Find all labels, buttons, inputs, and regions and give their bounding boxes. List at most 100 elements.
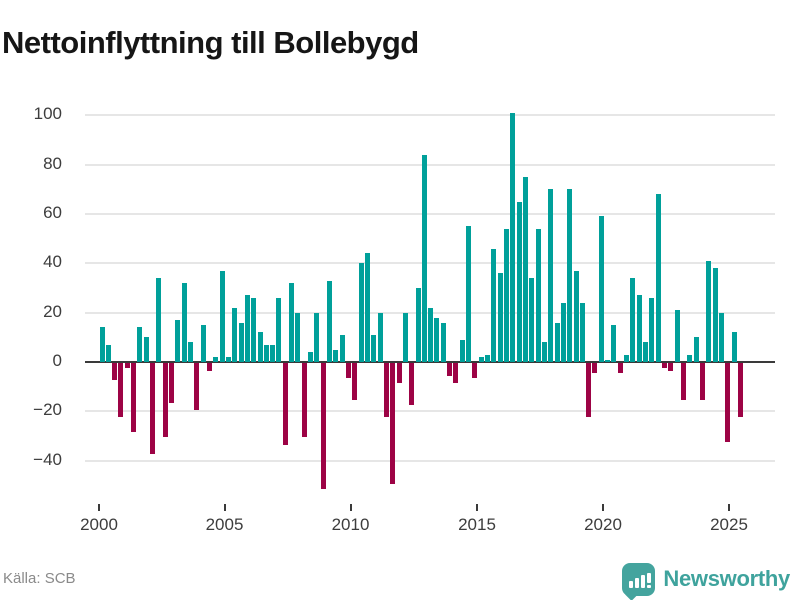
bar-2025q2 — [737, 363, 743, 418]
bar-2017q3 — [541, 342, 547, 362]
bar-2018q3 — [567, 189, 573, 362]
bar-2010q1 — [352, 363, 358, 401]
bar-2011q4 — [396, 363, 402, 383]
bar-2001q3 — [137, 327, 143, 362]
bar-2014q2 — [459, 339, 465, 362]
bar-2006q1 — [251, 297, 257, 362]
bar-2003q1 — [175, 320, 181, 362]
bar-2005q4 — [244, 295, 250, 362]
bar-2007q4 — [295, 312, 301, 362]
bar-2022q1 — [655, 194, 661, 362]
bar-2013q1 — [428, 307, 434, 362]
y-axis-label: −20 — [33, 400, 62, 420]
bar-2004q2 — [206, 363, 212, 371]
bar-2007q3 — [289, 283, 295, 362]
x-axis-label: 2010 — [331, 515, 370, 534]
bar-2010q4 — [371, 334, 377, 362]
y-axis-label: −40 — [33, 449, 62, 469]
bar-2017q1 — [529, 278, 535, 362]
bar-2009q2 — [333, 349, 339, 362]
gridline — [85, 114, 775, 117]
x-axis-label: 2025 — [710, 515, 748, 534]
bar-2005q1 — [225, 357, 231, 362]
bar-2024q4 — [725, 363, 731, 443]
bar-2020q4 — [624, 354, 630, 362]
x-axis-tick — [476, 504, 478, 511]
newsworthy-logo[interactable]: Newsworthy — [622, 560, 790, 600]
bar-2000q4 — [118, 363, 124, 418]
newsworthy-wordmark: Newsworthy — [663, 566, 790, 591]
newsworthy-bubble-chart-icon — [622, 562, 656, 600]
bar-2005q3 — [238, 322, 244, 362]
bar-2019q1 — [579, 302, 585, 362]
bar-2015q2 — [485, 354, 491, 362]
bar-2007q2 — [282, 363, 288, 445]
bar-2016q2 — [510, 112, 516, 362]
bar-2022q4 — [674, 310, 680, 362]
gridline — [85, 212, 775, 215]
bar-2023q2 — [687, 354, 693, 362]
bar-2014q3 — [466, 226, 472, 362]
bar-2021q2 — [636, 295, 642, 362]
bar-2006q2 — [257, 332, 263, 362]
bar-2006q4 — [270, 344, 276, 362]
gridline — [85, 459, 775, 462]
bar-2003q4 — [194, 363, 200, 411]
bar-2014q1 — [453, 363, 459, 383]
bar-2009q3 — [339, 334, 345, 362]
bar-2003q2 — [181, 283, 187, 362]
bar-2024q2 — [712, 268, 718, 362]
bar-2016q4 — [522, 176, 528, 362]
y-axis-label: 40 — [43, 252, 62, 272]
bar-2019q2 — [586, 363, 592, 418]
bar-2024q3 — [718, 312, 724, 362]
x-axis-tick — [602, 504, 604, 511]
bar-2002q3 — [162, 363, 168, 438]
bar-2025q1 — [731, 332, 737, 362]
x-axis-label: 2015 — [458, 515, 496, 534]
bar-2001q2 — [131, 363, 137, 433]
bar-2019q3 — [592, 363, 598, 374]
bar-2015q4 — [497, 273, 503, 362]
bar-2018q4 — [573, 270, 579, 362]
bar-2011q3 — [390, 363, 396, 485]
x-axis-tick — [223, 504, 226, 511]
bar-2012q1 — [402, 312, 408, 362]
bar-2014q4 — [472, 363, 478, 378]
y-axis-label: 80 — [43, 153, 62, 173]
bar-2013q2 — [434, 317, 440, 362]
bar-2000q1 — [99, 327, 105, 362]
bar-2003q3 — [187, 342, 193, 362]
gridline — [85, 163, 775, 166]
bar-2009q4 — [345, 363, 351, 378]
source-attribution: Källa: SCB — [3, 570, 76, 587]
x-axis-tick — [98, 504, 100, 511]
bar-2008q3 — [314, 312, 320, 362]
bar-2012q2 — [409, 363, 415, 406]
bar-2023q3 — [693, 337, 699, 362]
bar-2013q4 — [447, 363, 453, 376]
x-axis-tick — [728, 504, 730, 511]
y-axis-label: 0 — [52, 351, 62, 371]
bar-2024q1 — [706, 260, 712, 362]
bar-2002q2 — [156, 278, 162, 362]
bar-2018q1 — [554, 322, 560, 362]
bar-2008q4 — [320, 363, 326, 489]
bar-2011q2 — [383, 363, 389, 418]
bar-2010q3 — [364, 253, 370, 362]
bar-2016q3 — [516, 201, 522, 362]
bar-2010q2 — [358, 263, 364, 362]
bar-2017q4 — [548, 189, 554, 362]
bar-2019q4 — [598, 216, 604, 362]
bar-2020q3 — [617, 363, 623, 374]
chart-title: Nettoinflyttning till Bollebygd — [2, 24, 419, 60]
x-axis-tick — [349, 504, 352, 511]
bar-2008q2 — [308, 352, 314, 362]
bar-2021q1 — [630, 278, 636, 362]
bar-2021q4 — [649, 297, 655, 362]
zero-axis-line — [85, 360, 775, 364]
bar-2020q1 — [605, 359, 611, 362]
bar-2021q3 — [643, 342, 649, 362]
bar-2012q3 — [415, 287, 421, 362]
